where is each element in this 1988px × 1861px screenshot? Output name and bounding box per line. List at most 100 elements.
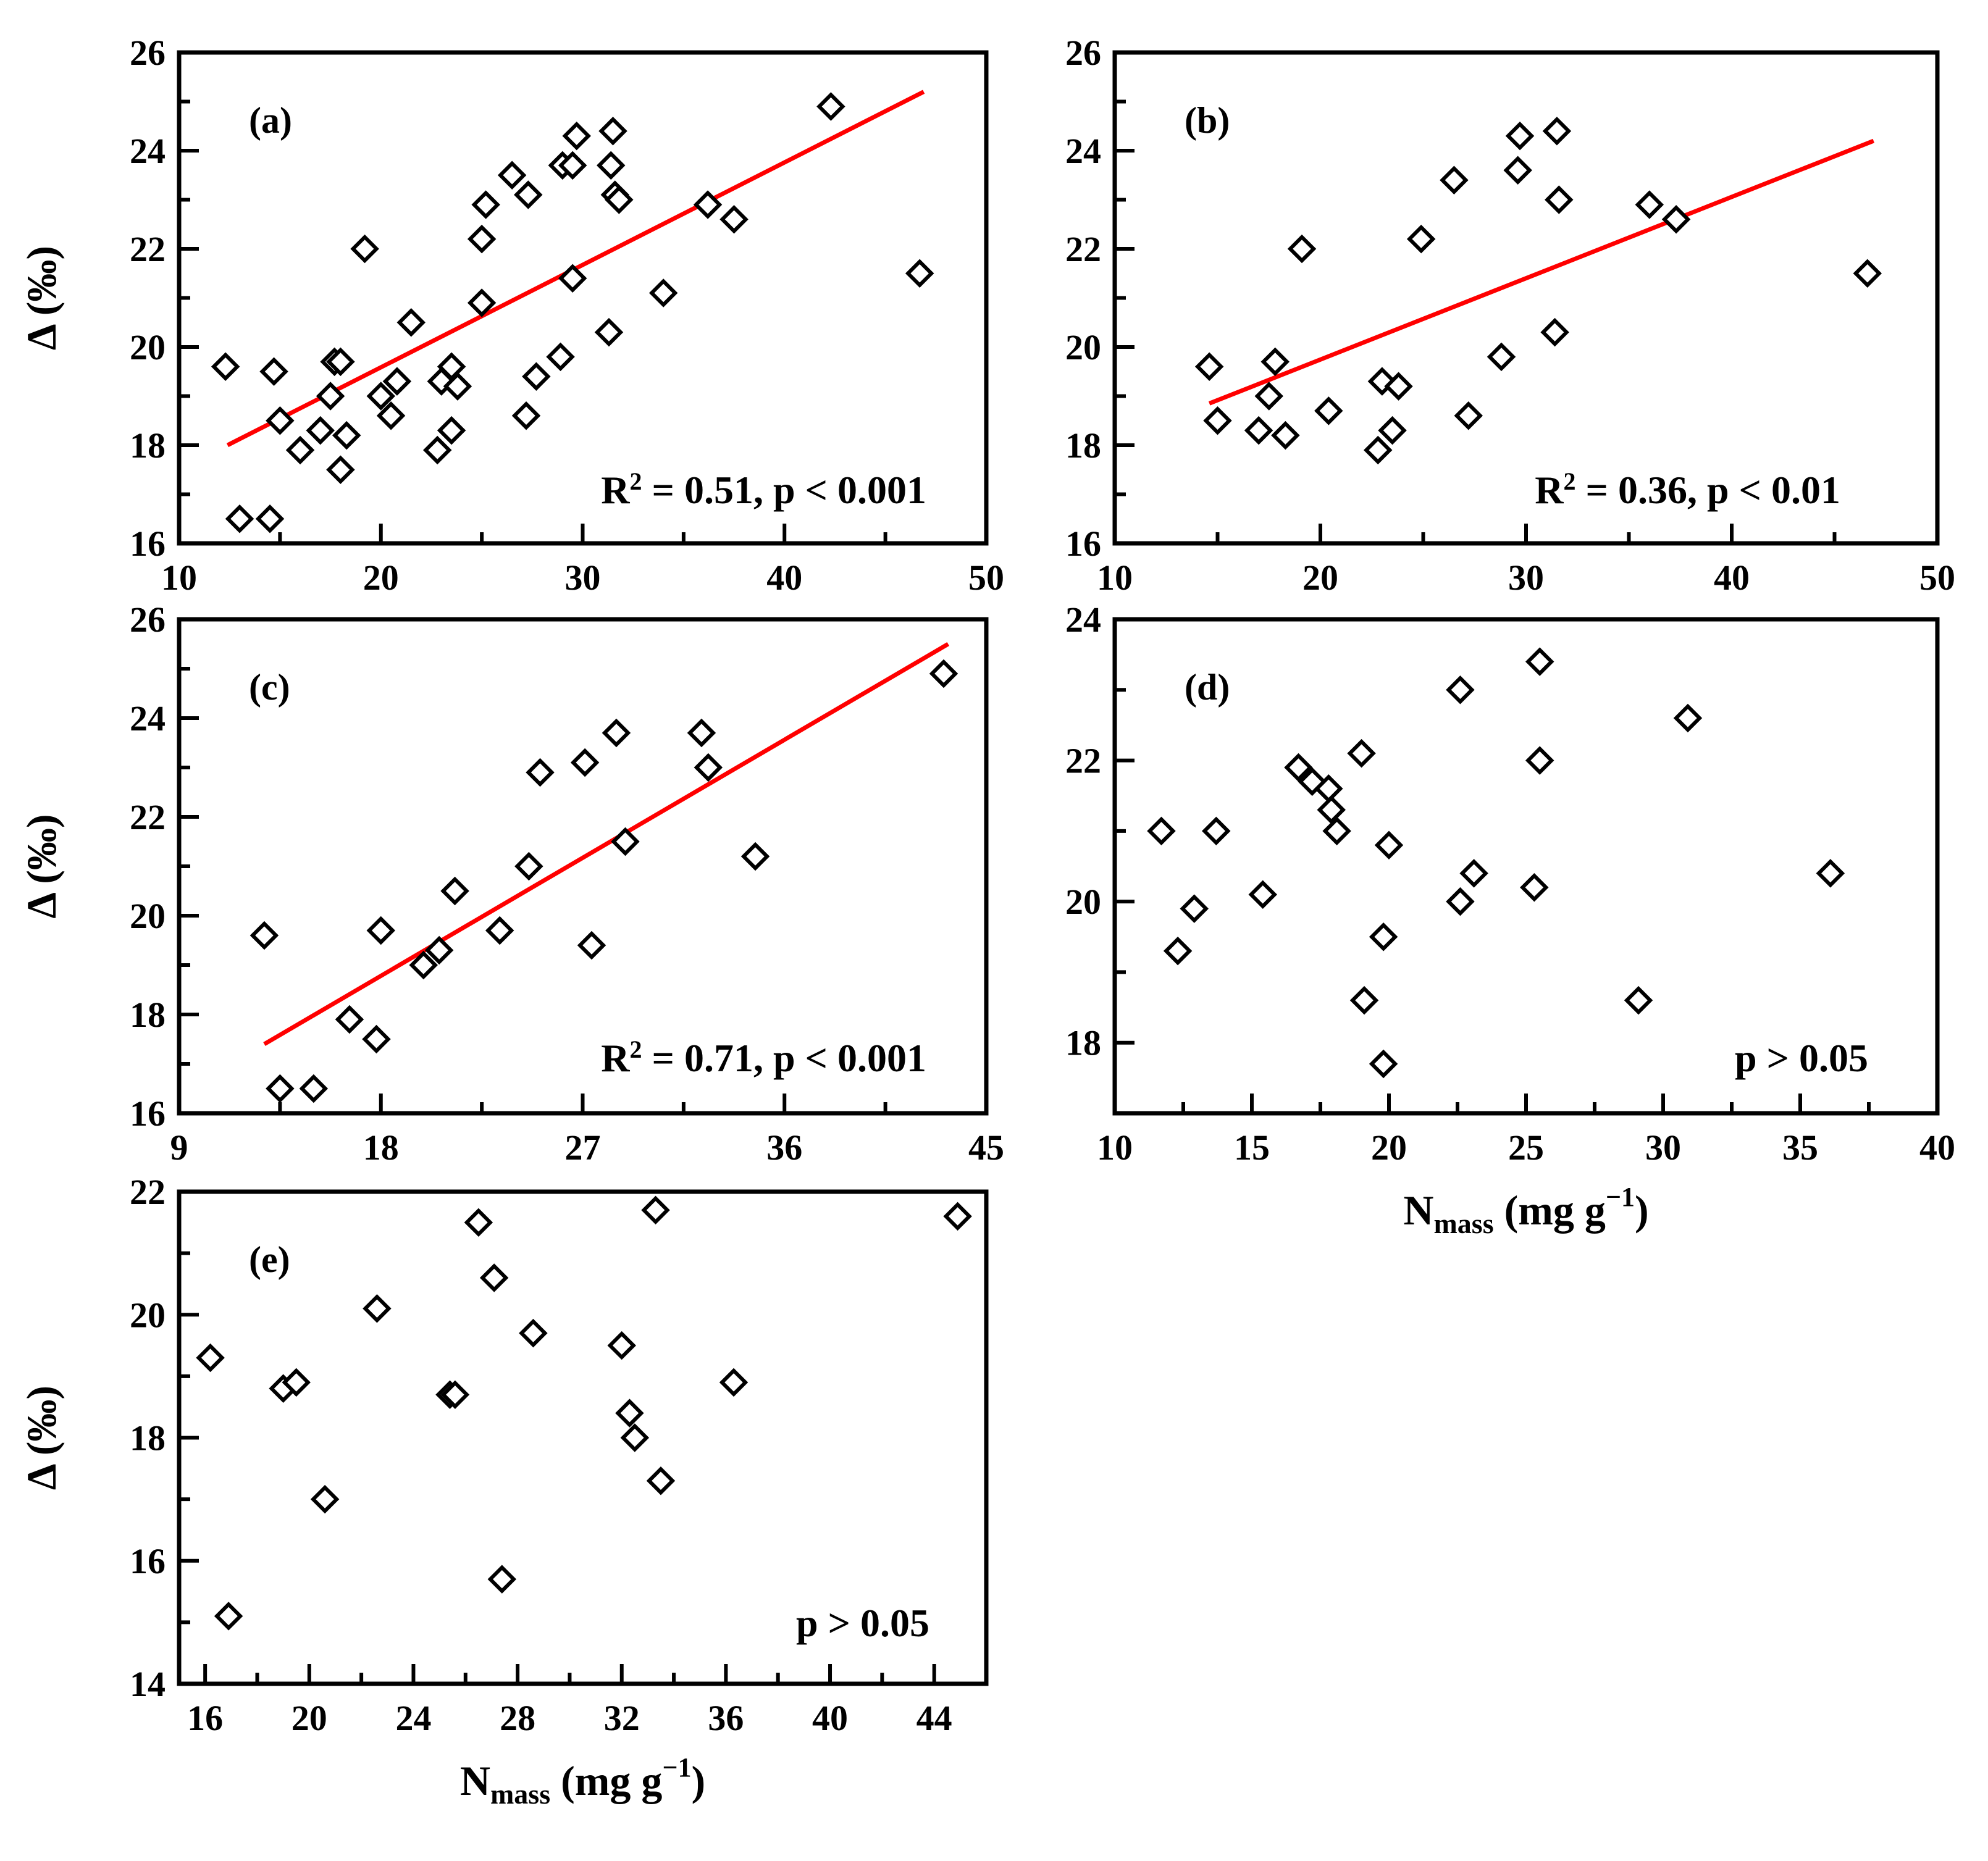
data-point-a (382, 367, 412, 396)
data-point-b (1440, 165, 1469, 194)
panel-label-d: (d) (1185, 667, 1230, 708)
data-point-e (615, 1399, 644, 1428)
data-point-e (464, 1208, 493, 1237)
data-point-b (1635, 190, 1664, 219)
x-tick-label-e: 44 (916, 1698, 952, 1738)
panel-c: 16 18 20 22 24 26 9 18 27 36 45 (c) R2 = 0.71, p < 0… (18, 600, 1004, 1168)
x-tick-label-e: 16 (187, 1698, 223, 1738)
data-point-a (514, 180, 543, 209)
panel-label-b: (b) (1185, 100, 1230, 141)
data-point-b (1487, 342, 1516, 372)
xlabel-close: ) (691, 1757, 705, 1804)
data-point-c (740, 842, 770, 871)
data-point-b (1287, 234, 1317, 264)
x-tick-label-d: 40 (1919, 1127, 1955, 1168)
xlabel-n: N (1403, 1187, 1433, 1234)
data-point-a (366, 382, 395, 411)
x-tick-label-d: 20 (1371, 1127, 1407, 1168)
x-tick-label-e: 40 (812, 1698, 848, 1738)
y-tick-label-d: 18 (1065, 1023, 1101, 1063)
y-tick-label-b: 20 (1065, 327, 1101, 367)
data-point-b (1540, 317, 1569, 347)
data-point-a (597, 151, 626, 180)
data-point-d (1374, 830, 1404, 859)
data-point-c (687, 718, 716, 748)
y-tick-label-c: 16 (130, 1094, 166, 1134)
data-point-e (479, 1263, 509, 1292)
data-point-c (570, 748, 600, 777)
x-tick-label-d: 30 (1645, 1127, 1681, 1168)
x-tick-label-b: 50 (1919, 558, 1955, 598)
data-point-a (693, 190, 723, 219)
xlabel-close: ) (1635, 1187, 1649, 1234)
y-tick-label-a: 20 (130, 327, 166, 367)
data-point-c (250, 921, 279, 950)
y-axis-title-c: Δ (‰) (18, 814, 65, 918)
stats-annotation-e: p > 0.05 (796, 1601, 929, 1645)
data-point-d (1520, 873, 1549, 902)
data-point-b (1378, 416, 1407, 445)
x-tick-label-c: 36 (766, 1127, 802, 1168)
data-point-d (1163, 936, 1193, 966)
data-point-a (350, 234, 379, 264)
y-tick-label-e: 20 (130, 1295, 166, 1335)
data-point-a (719, 205, 749, 234)
data-point-d (1180, 894, 1209, 923)
data-point-b (1853, 259, 1882, 288)
x-tick-label-a: 40 (766, 558, 802, 598)
data-point-d (1816, 859, 1845, 888)
data-point-d (1446, 887, 1475, 916)
data-point-e (607, 1331, 636, 1360)
data-point-c (514, 851, 543, 881)
r2-symbol: R (601, 1036, 630, 1080)
regression-line-b (1208, 138, 1875, 406)
y-tick-label-d: 22 (1065, 741, 1101, 781)
y-tick-label-b: 18 (1065, 425, 1101, 466)
data-point-c (299, 1074, 329, 1103)
x-tick-label-b: 30 (1508, 558, 1544, 598)
y-tick-label-a: 24 (130, 131, 166, 171)
stats-text: p > 0.05 (796, 1601, 929, 1645)
data-point-b (1260, 347, 1290, 377)
data-point-a (396, 308, 426, 337)
data-point-a (443, 372, 472, 401)
data-point-a (467, 288, 497, 317)
data-point-a (259, 357, 288, 386)
x-tick-label-e: 28 (500, 1698, 535, 1738)
data-point-a (211, 352, 240, 382)
x-tick-label-a: 30 (565, 558, 601, 598)
data-point-d (1147, 816, 1176, 846)
r2-symbol: R (601, 468, 630, 512)
data-point-a (648, 278, 678, 307)
y-tick-label-e: 16 (130, 1541, 166, 1581)
x-tick-label-e: 24 (395, 1698, 431, 1738)
data-point-b (1542, 116, 1572, 146)
data-point-b (1363, 435, 1393, 465)
y-tick-label-a: 22 (130, 229, 166, 269)
panel-label-c: (c) (249, 667, 290, 708)
data-point-b (1503, 156, 1532, 185)
y-tick-label-a: 18 (130, 425, 166, 466)
x-tick-label-e: 20 (291, 1698, 327, 1738)
data-point-a (326, 347, 355, 377)
data-point-a (562, 121, 591, 151)
data-point-e (943, 1202, 972, 1231)
stats-annotation-c: R2 = 0.71, p < 0.001 (601, 1035, 926, 1081)
data-point-a (255, 504, 285, 533)
data-point-a (816, 92, 845, 121)
data-point-d (1369, 1049, 1398, 1079)
xlabel-unit: (mg g (550, 1757, 662, 1804)
data-point-a (266, 406, 295, 435)
data-point-c (335, 1005, 364, 1034)
data-point-c (424, 935, 454, 965)
data-point-a (332, 420, 361, 450)
data-point-e (620, 1423, 650, 1452)
data-point-d (1322, 816, 1351, 846)
data-point-a (905, 259, 934, 288)
data-point-b (1505, 121, 1535, 151)
data-point-c (929, 659, 958, 688)
stats-annotation-b: R2 = 0.36, p < 0.01 (1535, 467, 1840, 512)
y-tick-label-a: 16 (130, 524, 166, 564)
data-point-e (646, 1466, 676, 1495)
r2-symbol: R (1535, 468, 1564, 512)
